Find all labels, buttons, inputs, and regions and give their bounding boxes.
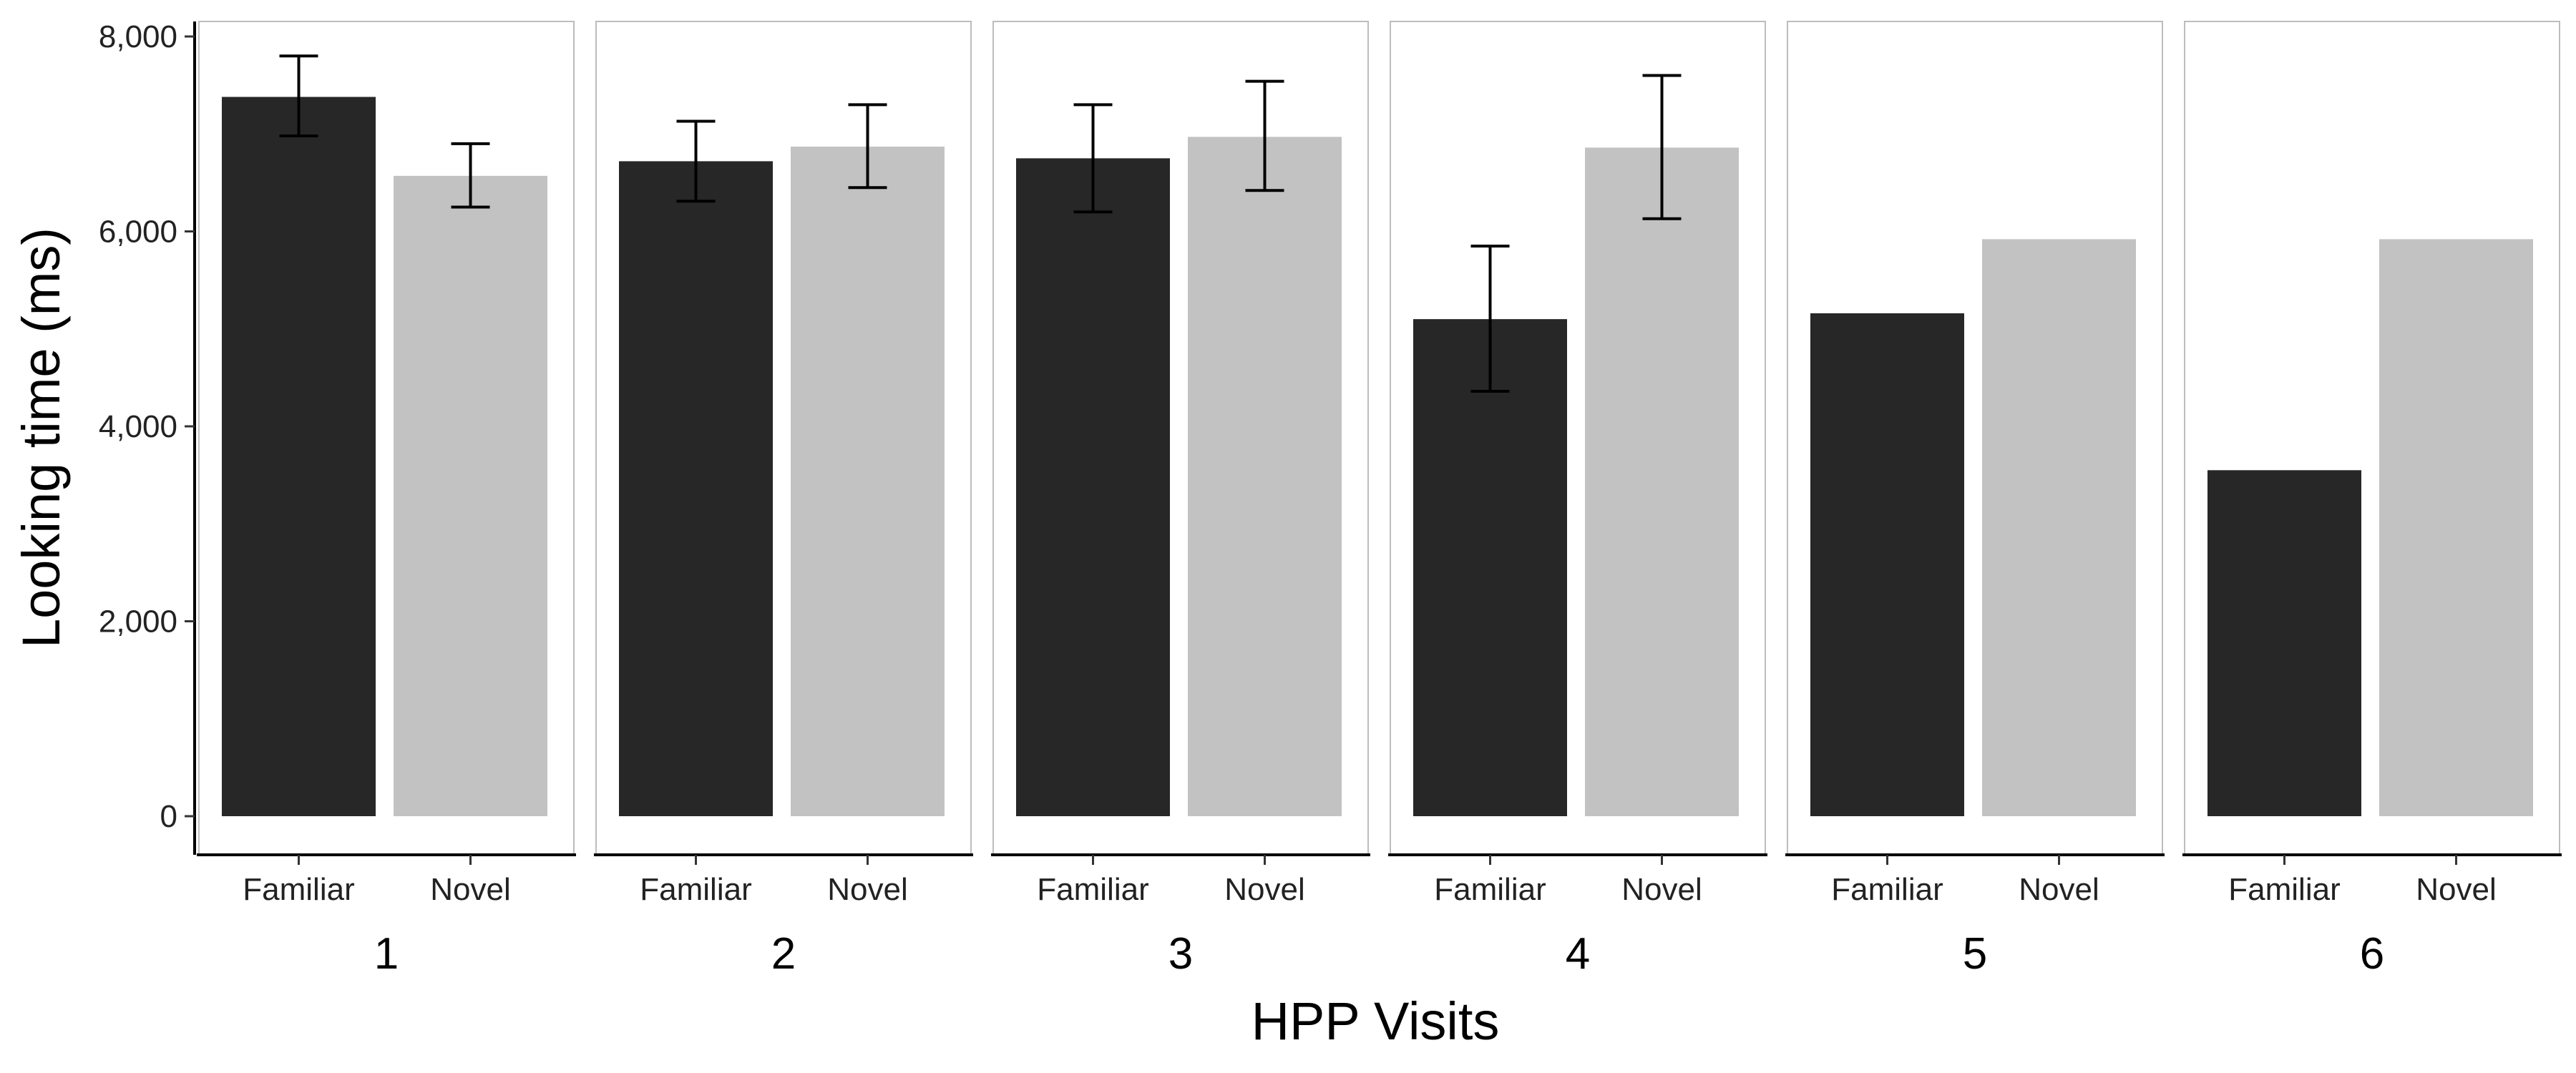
x-tick-label: Familiar xyxy=(1037,872,1148,907)
x-tick-label: Novel xyxy=(2019,872,2099,907)
x-tick-label: Novel xyxy=(1224,872,1305,907)
bar-novel-5 xyxy=(1982,239,2136,816)
x-tick-label: Novel xyxy=(430,872,511,907)
x-tick-label: Familiar xyxy=(1831,872,1943,907)
error-bar xyxy=(451,142,490,209)
x-tick-label: Novel xyxy=(827,872,908,907)
facet-label-5: 5 xyxy=(1963,929,1987,979)
y-tick-label: 8,000 xyxy=(99,19,177,54)
error-bar xyxy=(676,119,716,203)
error-bar xyxy=(1073,103,1113,214)
facet-panel-2 xyxy=(595,21,972,856)
facet-panel-3 xyxy=(992,21,1369,856)
x-axis-title: HPP Visits xyxy=(1252,991,1500,1051)
x-tick-label: Familiar xyxy=(640,872,751,907)
y-tick-label: 4,000 xyxy=(99,409,177,444)
facet-panel-6 xyxy=(2184,21,2560,856)
error-bar xyxy=(279,54,318,137)
x-tick-label: Familiar xyxy=(2228,872,2340,907)
x-tick-label: Novel xyxy=(1621,872,1702,907)
facet-panel-5 xyxy=(1787,21,2163,856)
bar-novel-3 xyxy=(1188,137,1342,816)
bar-familiar-1 xyxy=(222,97,376,817)
y-axis-title: Looking time (ms) xyxy=(11,227,71,648)
y-tick-label: 2,000 xyxy=(99,604,177,640)
error-bar xyxy=(1642,74,1682,220)
facet-label-6: 6 xyxy=(2360,929,2384,979)
bar-familiar-5 xyxy=(1810,313,1964,816)
facet-label-3: 3 xyxy=(1169,929,1193,979)
x-tick-label: Familiar xyxy=(243,872,354,907)
error-bar xyxy=(1470,244,1510,393)
y-axis: 0 2,000 4,000 6,000 8,000 xyxy=(99,19,196,855)
facet-label-1: 1 xyxy=(374,929,399,979)
bar-familiar-3 xyxy=(1016,158,1170,816)
bar-novel-6 xyxy=(2379,239,2533,816)
x-tick-label: Familiar xyxy=(1434,872,1546,907)
bar-familiar-6 xyxy=(2207,470,2361,816)
x-tick-label: Novel xyxy=(2416,872,2497,907)
x-axis: Familiar Novel 1 Familiar Novel 2 Familiar Nove… xyxy=(197,853,2562,979)
bar-novel-2 xyxy=(791,146,945,816)
facet-label-2: 2 xyxy=(771,929,796,979)
facet-label-4: 4 xyxy=(1566,929,1590,979)
facet-panel-4 xyxy=(1390,21,1766,856)
error-bar xyxy=(1245,79,1284,192)
facet-panels xyxy=(198,21,2560,856)
y-tick-label: 0 xyxy=(160,799,177,834)
bar-familiar-2 xyxy=(619,161,773,816)
error-bar xyxy=(848,103,887,190)
bar-novel-4 xyxy=(1585,147,1739,816)
facet-panel-1 xyxy=(198,21,575,856)
bar-novel-1 xyxy=(394,175,547,816)
y-tick-label: 6,000 xyxy=(99,215,177,250)
bar-familiar-4 xyxy=(1413,319,1567,816)
